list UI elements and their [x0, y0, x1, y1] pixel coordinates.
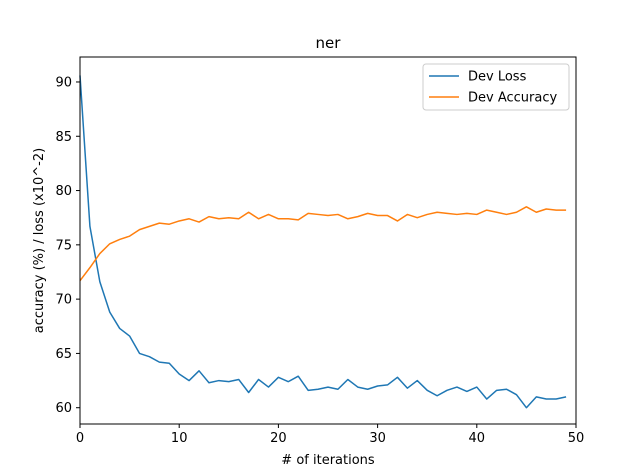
x-tick-label: 0 [76, 431, 84, 446]
plot-lines [79, 75, 567, 409]
x-axis: 0 10 20 30 40 50 [76, 424, 584, 446]
x-axis-label: # of iterations [281, 453, 375, 468]
y-tick-label: 70 [55, 293, 72, 308]
y-tick-label: 90 [55, 75, 72, 90]
x-tick-label: 10 [171, 431, 188, 446]
x-tick-label: 50 [568, 431, 585, 446]
y-tick-label: 60 [55, 401, 72, 416]
y-tick-label: 80 [55, 184, 72, 199]
y-tick-label: 85 [55, 130, 72, 145]
legend-label-dev-loss: Dev Loss [468, 70, 527, 85]
legend-frame [422, 63, 570, 111]
y-axis-label: accuracy (%) / loss (x10^-2) [32, 148, 47, 333]
plot-frame [79, 56, 577, 425]
series-line-dev-loss [79, 75, 567, 409]
y-tick-label: 75 [55, 238, 72, 253]
y-tick-label: 65 [55, 347, 72, 362]
chart-title: ner [316, 34, 342, 52]
legend: Dev Loss Dev Accuracy [422, 63, 570, 111]
y-axis: 60 65 70 75 80 85 90 [55, 75, 80, 416]
x-tick-label: 20 [270, 431, 287, 446]
x-tick-label: 40 [469, 431, 486, 446]
legend-label-dev-accuracy: Dev Accuracy [468, 91, 557, 106]
x-tick-label: 30 [369, 431, 386, 446]
series-line-dev-accuracy [79, 206, 567, 282]
